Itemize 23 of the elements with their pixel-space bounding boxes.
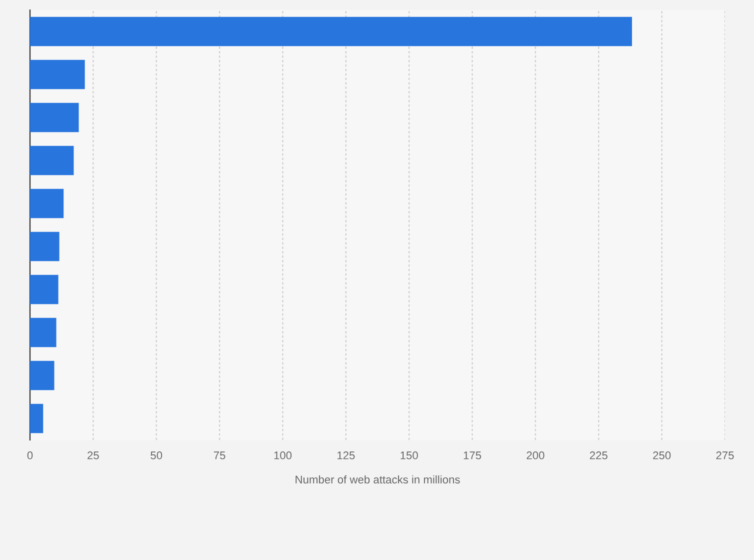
bar (30, 360, 54, 390)
x-axis-title: Number of web attacks in millions (296, 475, 460, 484)
bar (30, 102, 79, 132)
bar (30, 232, 60, 262)
x-tick-label: 225 (590, 451, 608, 460)
x-tick-label: 275 (716, 451, 734, 460)
x-tick-label: 150 (400, 451, 418, 460)
x-tick-label: 25 (88, 451, 99, 460)
x-tick-label: 125 (337, 451, 355, 460)
bar (30, 60, 85, 90)
x-tick-label: 200 (526, 451, 544, 460)
x-tick-label: 0 (27, 451, 33, 460)
bar (30, 318, 56, 348)
bar (30, 146, 74, 176)
x-tick-label: 250 (653, 451, 671, 460)
bar (30, 188, 64, 218)
x-tick-label: 100 (274, 451, 292, 460)
bar (30, 404, 44, 434)
x-tick-label: 175 (464, 452, 482, 460)
bar (30, 16, 632, 46)
x-tick-label: 50 (150, 451, 162, 460)
x-tick-label: 75 (214, 452, 226, 460)
bar (30, 274, 58, 304)
